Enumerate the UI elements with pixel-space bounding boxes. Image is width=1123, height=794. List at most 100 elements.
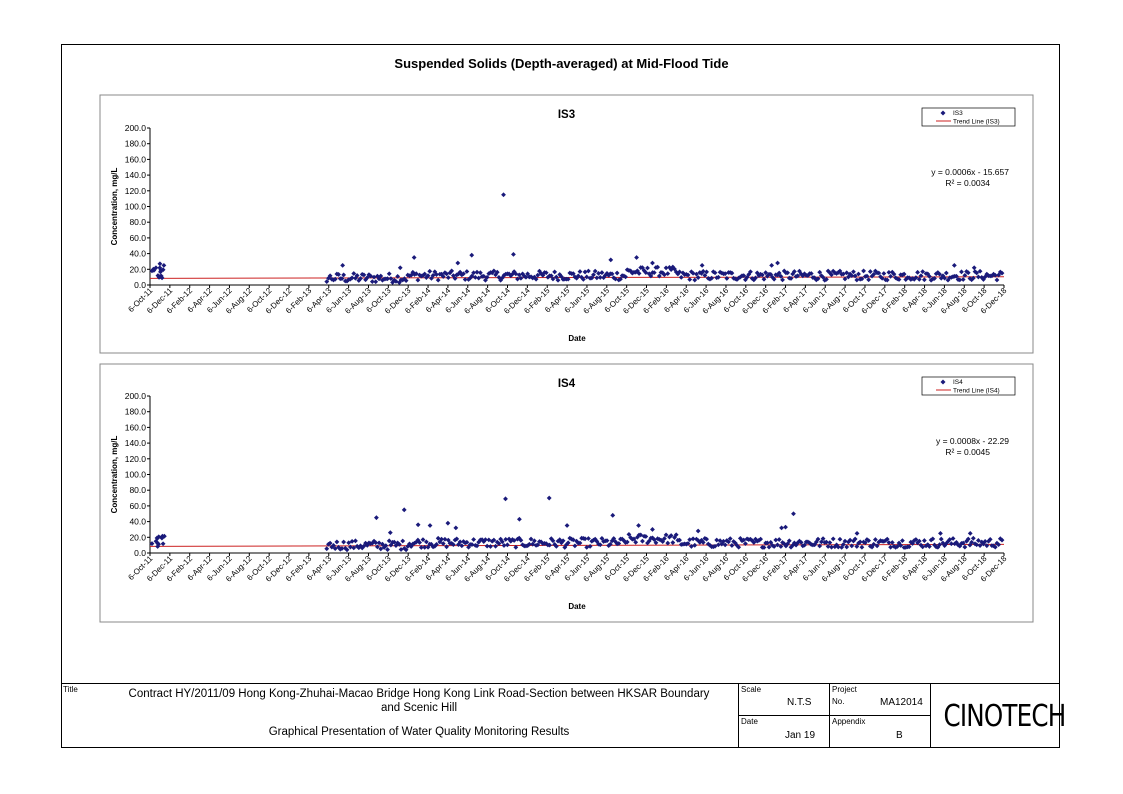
chart2-point	[852, 536, 858, 542]
chart1-point	[599, 270, 605, 275]
chart2-point	[351, 545, 357, 551]
chart2-point	[712, 543, 718, 549]
chart1-point	[918, 273, 924, 279]
chart2-point	[859, 544, 865, 550]
chart2-point	[714, 537, 720, 543]
chart1-point	[160, 267, 166, 273]
chart2-point	[425, 544, 431, 550]
chart2-point	[331, 543, 336, 548]
chart2-point	[727, 536, 733, 542]
chart1-point	[378, 273, 384, 279]
chart2-point	[729, 543, 735, 548]
chart2-point	[665, 540, 671, 546]
chart2-point	[587, 543, 593, 549]
chart2-point	[984, 543, 990, 549]
chart1-point	[729, 270, 735, 276]
chart1-point	[494, 269, 500, 275]
chart2-point	[626, 531, 632, 537]
chart2-legend-marker	[940, 379, 946, 385]
chart2-point	[685, 541, 691, 546]
chart1-point	[651, 270, 657, 276]
chart2-point	[829, 544, 834, 550]
chart2-point	[786, 538, 792, 544]
chart2-point	[722, 542, 728, 548]
chart2-point	[560, 538, 566, 544]
chart2-point	[889, 540, 895, 545]
chart2-point	[546, 495, 552, 501]
chart2-point	[982, 538, 988, 544]
chart2-point	[651, 537, 657, 543]
chart1-point	[461, 271, 466, 277]
chart2-point	[327, 540, 333, 546]
chart2-point	[906, 544, 912, 550]
chart1-y-tick-label: 200.0	[125, 123, 147, 133]
chart2-point	[341, 539, 347, 545]
chart1-point	[687, 277, 693, 282]
chart1-point	[511, 269, 517, 275]
chart2-equation: y = 0.0008x - 22.29	[936, 436, 1009, 446]
chart2-point	[387, 530, 393, 535]
chart1-y-tick-label: 140.0	[125, 170, 147, 180]
chart1-point	[472, 274, 478, 280]
chart1-point	[808, 271, 814, 276]
scale-label: Scale	[741, 685, 762, 694]
chart1-point	[920, 269, 926, 275]
chart2-point	[849, 543, 855, 549]
chart1-point	[609, 271, 615, 277]
chart1-point	[712, 270, 718, 276]
chart2-point	[577, 540, 583, 546]
chart1-point	[354, 273, 360, 278]
chart2-point	[572, 543, 578, 549]
chart1-y-tick-label: 20.0	[129, 264, 146, 274]
chart1-point	[393, 278, 399, 284]
chart1-point	[455, 260, 461, 266]
chart1-point	[339, 276, 345, 282]
chart1-point	[692, 277, 698, 283]
chart1-point	[484, 274, 490, 280]
chart1-point	[347, 276, 353, 282]
chart2-point	[704, 536, 709, 542]
chart1-point	[506, 271, 512, 277]
chart1-point	[932, 276, 937, 281]
chart1-point	[984, 271, 990, 277]
chart2-point	[857, 539, 863, 545]
chart1-point	[881, 271, 887, 276]
chart1-r-squared: R² = 0.0034	[945, 178, 990, 188]
chart1-point	[491, 268, 497, 274]
chart1-point	[411, 255, 417, 260]
chart2-point	[837, 536, 843, 542]
chart1-point	[474, 269, 480, 275]
chart2-point	[445, 520, 451, 526]
chart1-point	[724, 276, 730, 281]
chart1-point	[386, 271, 392, 277]
chart2-point	[435, 535, 441, 541]
chart2-point	[518, 537, 524, 543]
chart1-point	[395, 273, 401, 279]
chart2-point	[160, 541, 166, 547]
chart2-point	[771, 544, 777, 549]
chart1-y-tick-label: 160.0	[125, 154, 147, 164]
chart2-point	[469, 542, 475, 547]
chart1-point	[999, 270, 1005, 276]
cinotech-logo: CINOTECH	[943, 699, 1067, 734]
appendix-label: Appendix	[832, 717, 866, 726]
chart1-point	[933, 271, 939, 277]
chart2-point	[673, 532, 679, 538]
chart1-point	[555, 277, 561, 283]
chart2-point	[751, 540, 757, 545]
chart2-point	[361, 543, 367, 549]
chart2-title: IS4	[558, 378, 576, 390]
chart2-point	[624, 539, 630, 545]
chart1-point	[493, 272, 498, 278]
chart1-point	[545, 274, 551, 280]
chart1-point	[795, 273, 801, 279]
chart1-point	[817, 269, 823, 275]
drawing-title-line2: and Scenic Hill	[380, 702, 458, 714]
chart2-point	[403, 547, 409, 553]
chart1-point	[515, 276, 520, 282]
chart2-point	[960, 540, 966, 546]
chart1-y-tick-label: 180.0	[125, 139, 147, 149]
chart1-point	[663, 265, 669, 271]
chart2-point	[886, 540, 892, 546]
